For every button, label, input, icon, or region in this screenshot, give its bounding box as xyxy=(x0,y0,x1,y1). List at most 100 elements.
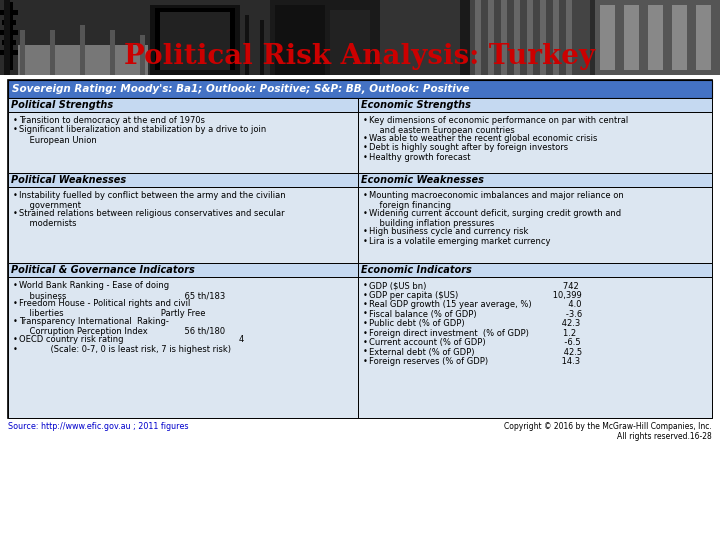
Text: •: • xyxy=(13,335,18,344)
Bar xyxy=(5,2,13,70)
Text: •: • xyxy=(363,191,368,200)
Bar xyxy=(20,30,25,75)
Bar xyxy=(150,5,240,75)
Text: Transition to democracy at the end of 1970s: Transition to democracy at the end of 19… xyxy=(19,116,205,125)
Text: Real GDP growth (15 year average, %)              4.0: Real GDP growth (15 year average, %) 4.0 xyxy=(369,300,582,309)
Text: •: • xyxy=(13,125,18,134)
Text: High business cycle and currency risk: High business cycle and currency risk xyxy=(369,227,528,236)
Text: Lira is a volatile emerging market currency: Lira is a volatile emerging market curre… xyxy=(369,237,551,246)
Bar xyxy=(672,5,687,70)
Bar xyxy=(0,10,18,15)
Text: •: • xyxy=(363,153,368,162)
Text: Debt is highly sought after by foreign investors: Debt is highly sought after by foreign i… xyxy=(369,144,568,152)
Bar xyxy=(0,50,18,55)
Bar xyxy=(470,0,590,75)
Text: •: • xyxy=(363,209,368,218)
Bar xyxy=(2,40,16,45)
Bar xyxy=(358,112,712,173)
Text: Mounting macroeconomic imbalances and major reliance on
    foreign financing: Mounting macroeconomic imbalances and ma… xyxy=(369,191,624,211)
Text: GDP ($US bn)                                                    742: GDP ($US bn) 742 xyxy=(369,281,579,290)
Bar xyxy=(270,0,470,75)
Bar xyxy=(160,12,230,70)
Text: World Bank Ranking - Ease of doing
    business                                 : World Bank Ranking - Ease of doing busin… xyxy=(19,281,225,300)
Text: •: • xyxy=(363,134,368,143)
Bar xyxy=(380,0,460,75)
Bar xyxy=(566,0,572,75)
Bar xyxy=(8,263,358,277)
Text: Strained relations between religious conservatives and secular
    modernists: Strained relations between religious con… xyxy=(19,209,284,228)
Text: Public debt (% of GDP)                                     42.3: Public debt (% of GDP) 42.3 xyxy=(369,319,580,328)
Text: (Scale: 0-7, 0 is least risk, 7 is highest risk): (Scale: 0-7, 0 is least risk, 7 is highe… xyxy=(19,345,231,354)
Bar xyxy=(358,263,712,277)
Bar xyxy=(514,0,520,75)
Text: Economic Weaknesses: Economic Weaknesses xyxy=(361,175,484,185)
Bar xyxy=(260,20,264,75)
Bar xyxy=(8,112,358,173)
Text: Widening current account deficit, surging credit growth and
    building inflati: Widening current account deficit, surgin… xyxy=(369,209,621,228)
Text: •: • xyxy=(13,209,18,218)
Bar xyxy=(358,187,712,263)
Bar xyxy=(8,80,712,418)
Bar xyxy=(8,80,712,98)
Bar xyxy=(140,35,145,75)
Text: Economic Strengths: Economic Strengths xyxy=(361,100,471,110)
Text: •: • xyxy=(363,338,368,347)
Text: •: • xyxy=(13,317,18,326)
Text: Economic Indicators: Economic Indicators xyxy=(361,265,472,275)
Text: •: • xyxy=(363,281,368,290)
Text: •: • xyxy=(363,291,368,300)
Text: Significant liberalization and stabilization by a drive to join
    European Uni: Significant liberalization and stabiliza… xyxy=(19,125,266,145)
Text: •: • xyxy=(363,328,368,338)
Text: OECD country risk rating                                            4: OECD country risk rating 4 xyxy=(19,335,244,344)
Bar xyxy=(8,277,358,418)
Text: •: • xyxy=(13,191,18,200)
Bar xyxy=(18,45,148,75)
Bar xyxy=(358,277,712,418)
Bar xyxy=(648,5,663,70)
Text: •: • xyxy=(363,116,368,125)
Text: Freedom House - Political rights and civil
    liberties                        : Freedom House - Political rights and civ… xyxy=(19,299,205,319)
Text: •: • xyxy=(363,348,368,356)
Bar xyxy=(245,15,249,75)
Text: •: • xyxy=(13,299,18,308)
Bar xyxy=(8,173,358,187)
Bar xyxy=(155,8,235,70)
Text: Healthy growth forecast: Healthy growth forecast xyxy=(369,153,470,162)
Text: •: • xyxy=(363,227,368,236)
Bar xyxy=(50,30,55,75)
Text: •: • xyxy=(363,237,368,246)
Text: Political Risk Analysis: Turkey: Political Risk Analysis: Turkey xyxy=(125,43,595,70)
Bar xyxy=(696,5,711,70)
Bar xyxy=(553,0,559,75)
Bar xyxy=(600,5,615,70)
Text: Foreign direct investment  (% of GDP)             1.2: Foreign direct investment (% of GDP) 1.2 xyxy=(369,328,576,338)
Text: Copyright © 2016 by the McGraw-Hill Companies, Inc.
All rights reserved.16-28: Copyright © 2016 by the McGraw-Hill Comp… xyxy=(504,422,712,441)
Bar xyxy=(8,187,358,263)
Bar xyxy=(330,10,370,75)
Text: •: • xyxy=(13,345,18,354)
Bar xyxy=(488,0,494,75)
Text: •: • xyxy=(363,319,368,328)
Bar xyxy=(527,0,533,75)
Bar xyxy=(4,0,10,75)
Text: Instability fuelled by conflict between the army and the civilian
    government: Instability fuelled by conflict between … xyxy=(19,191,286,211)
Text: Source: http://www.efic.gov.au ; 2011 figures: Source: http://www.efic.gov.au ; 2011 fi… xyxy=(8,422,189,431)
Bar xyxy=(501,0,507,75)
Text: •: • xyxy=(13,281,18,290)
Text: Fiscal balance (% of GDP)                                  -3.6: Fiscal balance (% of GDP) -3.6 xyxy=(369,309,582,319)
Text: GDP per capita ($US)                                    10,399: GDP per capita ($US) 10,399 xyxy=(369,291,582,300)
Text: Transparency International  Raking-
    Corruption Perception Index             : Transparency International Raking- Corru… xyxy=(19,317,225,336)
Bar xyxy=(358,173,712,187)
Bar xyxy=(8,98,358,112)
Text: •: • xyxy=(363,357,368,366)
Text: •: • xyxy=(363,300,368,309)
Text: External debt (% of GDP)                                  42.5: External debt (% of GDP) 42.5 xyxy=(369,348,582,356)
Text: Foreign reserves (% of GDP)                            14.3: Foreign reserves (% of GDP) 14.3 xyxy=(369,357,580,366)
Bar xyxy=(80,25,85,75)
Text: Was able to weather the recent global economic crisis: Was able to weather the recent global ec… xyxy=(369,134,598,143)
Bar xyxy=(0,30,18,35)
Bar xyxy=(275,5,325,75)
Text: Political Strengths: Political Strengths xyxy=(11,100,113,110)
Bar xyxy=(624,5,639,70)
Bar xyxy=(358,98,712,112)
